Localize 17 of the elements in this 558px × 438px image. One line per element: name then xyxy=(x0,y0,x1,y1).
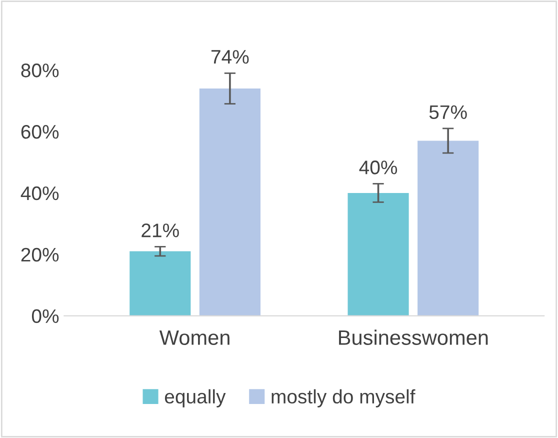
legend-label: equally xyxy=(164,389,226,408)
y-tick-label: 80% xyxy=(21,64,59,78)
y-tick-label: 40% xyxy=(20,186,59,200)
x-tick-label: Women xyxy=(159,330,230,345)
bar xyxy=(130,251,191,316)
y-tick-label: 0% xyxy=(32,309,59,324)
bar xyxy=(418,140,479,316)
y-tick-label: 20% xyxy=(21,248,59,262)
legend-label: mostly do myself xyxy=(272,389,416,408)
y-tick-label: 60% xyxy=(21,124,59,139)
text: 21% xyxy=(142,224,179,238)
text: 40% xyxy=(359,160,398,174)
bar xyxy=(348,192,409,316)
bar xyxy=(199,88,260,316)
text: 74% xyxy=(211,50,249,64)
x-tick-label: Businesswomen xyxy=(339,330,488,345)
text: 57% xyxy=(429,105,467,120)
